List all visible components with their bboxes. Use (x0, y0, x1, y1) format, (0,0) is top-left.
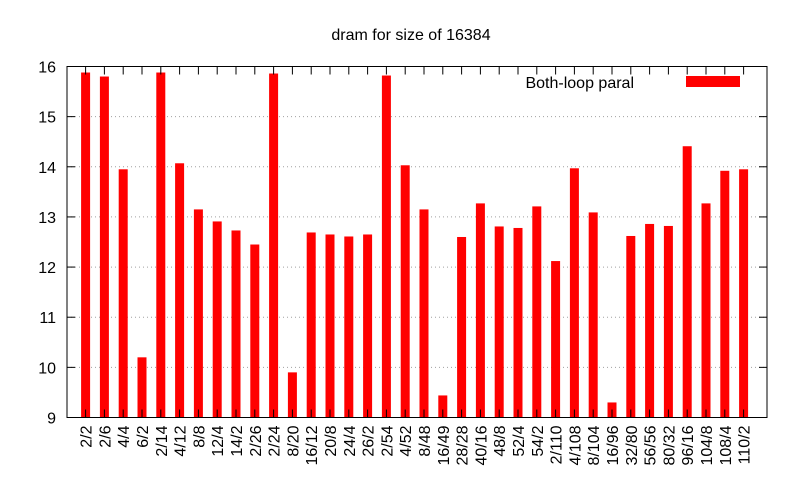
bar (513, 227, 523, 418)
bar (99, 76, 109, 418)
x-tick-label: 2/24 (267, 425, 284, 456)
x-tick-label: 14/2 (229, 425, 246, 456)
x-tick-label: 6/2 (135, 425, 152, 447)
x-tick-label: 16/12 (304, 425, 321, 465)
x-tick-label: 54/2 (530, 425, 547, 456)
x-tick-label: 4/12 (173, 425, 190, 456)
bar (494, 226, 504, 418)
y-tick-label: 16 (38, 60, 56, 77)
legend-label: Both-loop paral (525, 75, 634, 92)
x-tick-label: 32/80 (624, 425, 641, 465)
bar (532, 206, 542, 418)
x-tick-label: 4/4 (116, 425, 133, 447)
bar (588, 212, 598, 418)
x-tick-label: 56/56 (643, 425, 660, 465)
plot-frame (66, 66, 768, 418)
bar (363, 234, 373, 418)
x-tick-label: 16/49 (436, 425, 453, 465)
bar (626, 235, 636, 418)
grid-lines (67, 116, 767, 368)
y-tick-label: 12 (38, 260, 56, 277)
chart-title: dram for size of 16384 (331, 27, 490, 44)
x-tick-label: 2/6 (97, 425, 114, 447)
bar (438, 395, 448, 418)
x-tick-label: 16/96 (605, 425, 622, 465)
bar (306, 232, 316, 418)
bar (739, 169, 749, 418)
y-tick-label: 9 (47, 411, 56, 428)
x-tick-label: 40/16 (473, 425, 490, 465)
x-tick-label: 104/8 (699, 425, 716, 465)
bar (663, 225, 673, 418)
x-axis: 2/2 2/6 4/4 6/2 2/14 4/12 8/8 12/4 14/2 2/26 2/24 8… (79, 66, 754, 466)
bar (212, 221, 222, 418)
x-tick-label: 8/20 (285, 425, 302, 456)
bar (475, 203, 485, 418)
x-tick-label: 2/54 (379, 425, 396, 456)
bar (250, 244, 260, 418)
bar (400, 165, 410, 418)
x-tick-label: 2/26 (248, 425, 265, 456)
bar (118, 169, 128, 418)
bar (569, 168, 579, 418)
x-tick-label: 2/110 (549, 425, 566, 464)
x-tick-label: 2/14 (154, 425, 171, 456)
y-tick-label: 11 (39, 310, 56, 327)
x-tick-label: 48/8 (492, 425, 509, 456)
y-axis: 9 10 11 12 13 14 15 16 (38, 60, 767, 428)
x-tick-label: 8/48 (417, 425, 434, 456)
y-tick-label: 13 (38, 210, 56, 227)
bar (457, 236, 467, 418)
x-tick-label: 96/16 (680, 425, 697, 465)
x-tick-label: 12/4 (210, 425, 227, 456)
y-tick-label: 10 (38, 360, 56, 377)
bar (701, 203, 711, 418)
bar (175, 163, 185, 418)
bar (381, 75, 391, 418)
x-tick-label: 8/8 (191, 425, 208, 447)
bar (344, 236, 354, 418)
legend-swatch (686, 76, 740, 87)
bar (81, 72, 91, 418)
x-tick-label: 110/2 (737, 425, 754, 464)
bar (193, 209, 203, 418)
bar (156, 72, 166, 418)
x-tick-label: 24/4 (342, 425, 359, 456)
x-tick-label: 28/28 (455, 425, 472, 465)
bar (231, 230, 241, 418)
x-tick-label: 52/4 (511, 425, 528, 456)
legend: Both-loop paral (525, 75, 740, 92)
x-tick-label: 108/4 (718, 425, 735, 465)
x-tick-label: 4/52 (398, 425, 415, 456)
bar (551, 261, 561, 418)
bar (645, 223, 655, 418)
bar (720, 170, 730, 418)
bar (287, 372, 297, 418)
bars (81, 72, 749, 418)
y-tick-label: 15 (38, 110, 56, 127)
x-tick-label: 4/108 (567, 425, 584, 465)
y-tick-label: 14 (38, 160, 56, 177)
bar (325, 234, 335, 418)
x-tick-label: 26/2 (361, 425, 378, 456)
x-tick-label: 8/104 (586, 425, 603, 465)
bar (682, 146, 692, 418)
bar (419, 209, 429, 418)
x-tick-label: 20/8 (323, 425, 340, 456)
x-tick-label: 80/32 (661, 425, 678, 465)
x-tick-label: 2/2 (79, 425, 96, 447)
bar (269, 73, 279, 418)
bar (137, 357, 147, 418)
